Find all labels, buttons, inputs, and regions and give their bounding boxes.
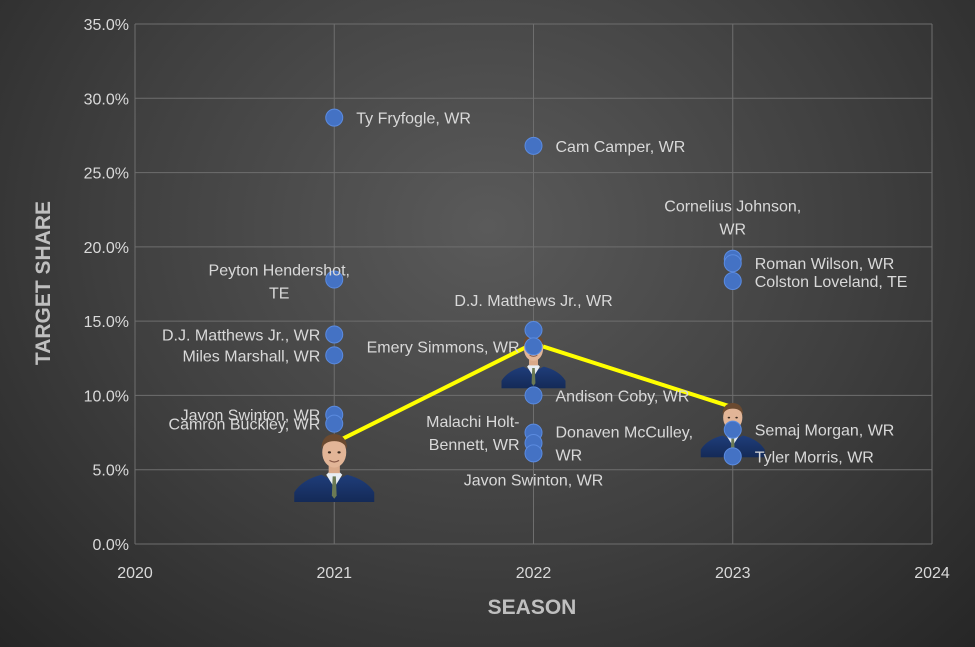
x-tick-label: 2020 bbox=[117, 565, 153, 582]
x-tick-label: 2021 bbox=[316, 565, 352, 582]
data-label: D.J. Matthews Jr., WR bbox=[162, 328, 320, 345]
data-point bbox=[723, 420, 742, 439]
y-tick-label: 20.0% bbox=[84, 240, 129, 257]
player-headshot bbox=[293, 433, 375, 502]
data-label: Colston Loveland, TE bbox=[755, 274, 908, 291]
data-label: Emery Simmons, WR bbox=[367, 339, 520, 356]
data-label: WR bbox=[719, 222, 746, 239]
x-tick-label: 2022 bbox=[516, 565, 552, 582]
data-label: D.J. Matthews Jr., WR bbox=[454, 293, 612, 310]
data-label: Roman Wilson, WR bbox=[755, 256, 895, 273]
data-label: Cam Camper, WR bbox=[556, 139, 686, 156]
x-tick-label: 2024 bbox=[914, 565, 950, 582]
data-label: Andison Coby, WR bbox=[556, 388, 690, 405]
data-label: Malachi Holt- bbox=[426, 414, 519, 431]
grid bbox=[134, 23, 933, 545]
data-label: Ty Fryfogle, WR bbox=[356, 111, 471, 128]
data-point bbox=[524, 136, 543, 155]
data-point bbox=[325, 325, 344, 344]
y-axis-title: TARGET SHARE bbox=[32, 201, 55, 365]
data-label: Peyton Hendershot, bbox=[209, 263, 350, 280]
data-point bbox=[524, 321, 543, 340]
data-label: Semaj Morgan, WR bbox=[755, 423, 895, 440]
data-label: TE bbox=[269, 286, 289, 303]
data-label: Tyler Morris, WR bbox=[755, 449, 874, 466]
data-points bbox=[325, 108, 742, 466]
data-label: Camron Buckley, WR bbox=[169, 417, 321, 434]
y-tick-label: 5.0% bbox=[93, 463, 129, 480]
data-label: Javon Swinton, WR bbox=[181, 408, 321, 425]
data-point bbox=[723, 254, 742, 273]
data-point bbox=[325, 414, 344, 433]
x-tick-label: 2023 bbox=[715, 565, 751, 582]
data-point bbox=[524, 337, 543, 356]
y-tick-label: 10.0% bbox=[84, 388, 129, 405]
axis-ticks: 0.0% 5.0% 10.0% 15.0% 20.0% 25.0% 30.0% 35.0% 20… bbox=[84, 17, 950, 582]
data-label: Javon Swinton, WR bbox=[464, 472, 604, 489]
point-labels: Ty Fryfogle, WR Peyton Hendershot, TE D.J. … bbox=[162, 111, 907, 490]
y-tick-label: 25.0% bbox=[84, 166, 129, 183]
data-label: Bennett, WR bbox=[429, 437, 520, 454]
x-axis-title: SEASON bbox=[488, 596, 577, 619]
data-label: WR bbox=[556, 447, 583, 464]
y-tick-label: 0.0% bbox=[93, 537, 129, 554]
data-point bbox=[524, 444, 543, 463]
data-point bbox=[723, 272, 742, 291]
y-tick-label: 35.0% bbox=[84, 17, 129, 34]
data-label: Donaven McCulley, bbox=[556, 424, 694, 441]
y-tick-label: 30.0% bbox=[84, 91, 129, 108]
data-label: Miles Marshall, WR bbox=[182, 348, 320, 365]
data-point bbox=[325, 108, 344, 127]
y-tick-label: 15.0% bbox=[84, 314, 129, 331]
data-point bbox=[325, 270, 344, 289]
data-label: Cornelius Johnson, bbox=[664, 199, 801, 216]
data-point bbox=[524, 386, 543, 405]
data-point bbox=[325, 346, 344, 365]
data-point bbox=[723, 447, 742, 466]
